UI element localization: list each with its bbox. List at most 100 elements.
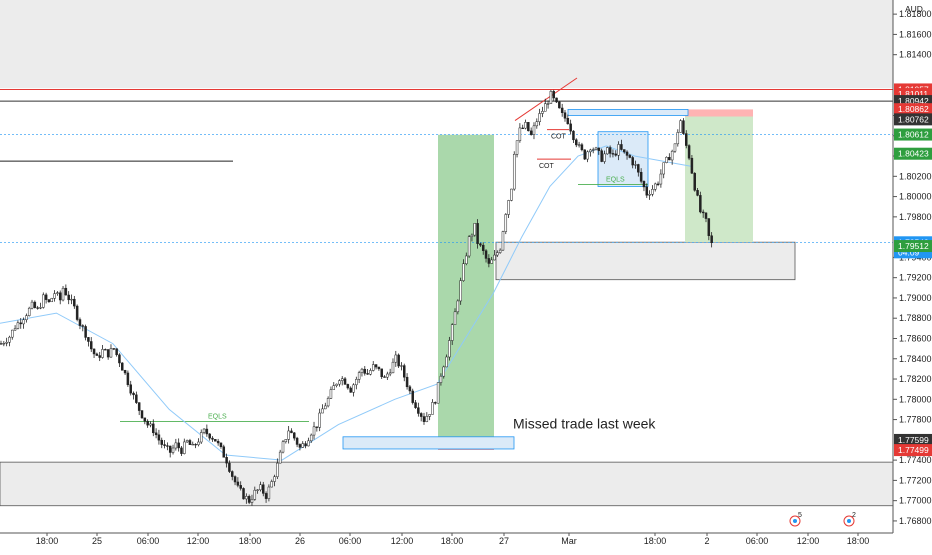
candle-body (284, 439, 288, 443)
candle-body (512, 154, 516, 190)
candle-body (58, 292, 62, 301)
candle-body (575, 139, 578, 146)
candle-body (112, 348, 116, 350)
candle-body (504, 214, 508, 232)
price-tag-label: 1.77599 (898, 435, 929, 445)
lower-zone (0, 461, 894, 507)
candle-body (405, 376, 409, 388)
candle-body (163, 444, 166, 446)
candle-body (651, 189, 654, 195)
candle-body (194, 443, 197, 446)
candle-body (318, 412, 321, 428)
candle-body (617, 144, 620, 156)
candle-body (293, 432, 296, 439)
candle-body (118, 354, 121, 364)
candle-body (340, 378, 344, 381)
candle-body (160, 439, 163, 445)
y-tick-label: 1.80200 (899, 171, 932, 181)
candle-body (465, 255, 468, 264)
candle-body (470, 234, 474, 237)
candle-body (431, 402, 434, 415)
candle-body (374, 364, 378, 368)
candle-body (349, 387, 352, 393)
candle-body (600, 150, 603, 162)
candle-body (0, 343, 3, 345)
candle-body (631, 157, 634, 166)
candle-body (456, 300, 460, 313)
candle-body (101, 349, 104, 358)
candle-body (479, 243, 482, 246)
candle-body (614, 153, 618, 156)
candle-body (307, 440, 310, 447)
price-tag-label: 1.81011 (898, 89, 928, 99)
candle-body (73, 298, 76, 307)
candle-body (324, 405, 327, 410)
candle-body (448, 340, 451, 358)
candle-body (682, 120, 685, 134)
candle-body (146, 420, 149, 426)
candle-body (560, 107, 564, 113)
candle-body (239, 485, 242, 489)
y-tick-label: 1.77400 (899, 455, 932, 465)
candle-body (152, 423, 155, 434)
candle-body (228, 462, 231, 472)
y-tick-label: 1.78400 (899, 354, 932, 364)
candle-body (326, 397, 330, 407)
x-tick-label: 06:00 (746, 536, 769, 546)
annotation-eqls-right: EQLS (606, 176, 625, 183)
candle-body (577, 144, 581, 146)
candle-body (552, 91, 555, 99)
y-tick-label: 1.79200 (899, 273, 932, 283)
candle-body (524, 122, 527, 129)
x-tick-label: Mar (561, 536, 577, 546)
candle-body (30, 301, 34, 309)
candle-body (394, 354, 398, 363)
y-tick-label: 1.78600 (899, 333, 932, 343)
candle-body (27, 307, 31, 316)
price-tag (894, 433, 932, 446)
price-tag (894, 113, 932, 126)
candle-body (154, 432, 158, 436)
price-tag-label: 1.77499 (898, 445, 929, 455)
candle-body (205, 428, 209, 435)
candle-body (481, 244, 485, 251)
candle-body (56, 292, 59, 294)
candle-body (668, 157, 671, 161)
event-marker-count: 5 (798, 512, 802, 519)
candle-body (343, 378, 347, 385)
annotation-eqls-left: EQLS (208, 414, 227, 421)
price-tag-label: 1.80862 (898, 104, 929, 114)
candle-body (527, 122, 530, 132)
y-tick-label: 1.81400 (899, 50, 932, 60)
candle-body (442, 366, 445, 377)
candle-body (242, 488, 245, 500)
time-axis[interactable] (0, 533, 932, 550)
candle-body (42, 294, 45, 308)
annotation-cot-upper: COT (551, 134, 567, 141)
candle-body (366, 373, 369, 375)
candle-body (639, 171, 643, 182)
mid-zone (495, 241, 796, 281)
candle-body (501, 231, 505, 251)
candle-body (332, 385, 336, 390)
y-tick-label: 1.81800 (899, 9, 932, 19)
candle-body (301, 443, 304, 448)
candle-body (436, 382, 440, 404)
candle-body (544, 103, 547, 112)
candle-body (50, 298, 54, 303)
candle-body (312, 426, 316, 436)
candle-body (414, 402, 417, 408)
candle-body (171, 447, 175, 453)
candle-body (555, 97, 558, 103)
candle-body (335, 383, 338, 386)
candle-body (191, 443, 195, 446)
candle-body (276, 462, 279, 477)
candle-body (64, 287, 68, 296)
candle-body (369, 370, 372, 375)
y-tick-label: 1.78200 (899, 374, 932, 384)
candle-body (149, 423, 152, 426)
candle-body (521, 127, 524, 129)
candle-body (247, 496, 251, 503)
